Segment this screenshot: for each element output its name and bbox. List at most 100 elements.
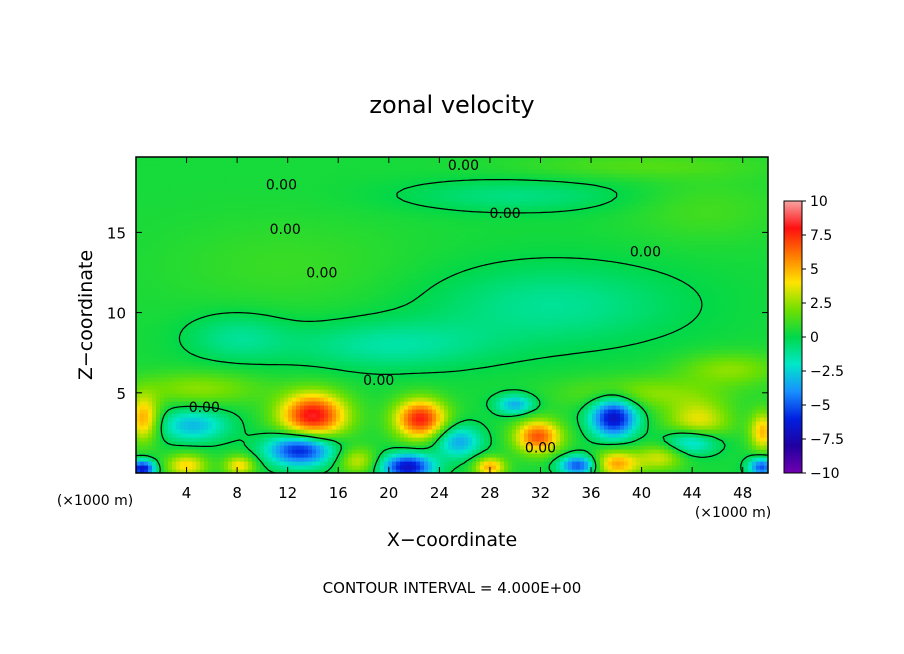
field-cell: [288, 425, 293, 430]
field-cell: [296, 437, 301, 442]
field-cell: [232, 449, 237, 454]
field-cell: [176, 381, 181, 386]
field-cell: [324, 465, 329, 470]
field-cell: [180, 433, 185, 438]
field-cell: [408, 365, 413, 370]
field-cell: [188, 461, 193, 466]
field-cell: [380, 417, 385, 422]
field-cell: [744, 437, 749, 442]
field-cell: [516, 389, 521, 394]
field-cell: [636, 405, 641, 410]
field-cell: [504, 433, 509, 438]
field-cell: [144, 413, 149, 418]
field-cell: [476, 465, 481, 470]
field-cell: [652, 365, 657, 370]
field-cell: [700, 425, 705, 430]
field-cell: [356, 361, 361, 366]
field-cell: [248, 429, 253, 434]
field-cell: [728, 357, 733, 362]
field-cell: [560, 397, 565, 402]
field-cell: [316, 417, 321, 422]
field-cell: [352, 425, 357, 430]
field-cell: [600, 441, 605, 446]
field-cell: [712, 433, 717, 438]
field-cell: [388, 429, 393, 434]
field-cell: [464, 401, 469, 406]
field-cell: [364, 373, 369, 378]
field-cell: [156, 421, 161, 426]
field-cell: [512, 397, 517, 402]
field-cell: [704, 417, 709, 422]
field-cell: [384, 469, 389, 473]
field-cell: [632, 449, 637, 454]
field-cell: [592, 385, 597, 390]
field-cell: [752, 413, 757, 418]
field-cell: [688, 369, 693, 374]
field-cell: [484, 377, 489, 382]
field-cell: [264, 417, 269, 422]
field-cell: [240, 457, 245, 462]
field-cell: [580, 377, 585, 382]
field-cell: [252, 433, 257, 438]
field-cell: [764, 445, 768, 450]
field-cell: [256, 357, 261, 362]
field-cell: [196, 441, 201, 446]
field-cell: [300, 465, 305, 470]
field-cell: [336, 353, 341, 358]
field-cell: [448, 393, 453, 398]
field-cell: [400, 385, 405, 390]
field-cell: [708, 413, 713, 418]
field-cell: [472, 441, 477, 446]
field-cell: [204, 373, 209, 378]
field-cell: [376, 417, 381, 422]
field-cell: [416, 405, 421, 410]
field-cell: [572, 357, 577, 362]
field-cell: [484, 429, 489, 434]
field-cell: [332, 353, 337, 358]
field-cell: [160, 389, 165, 394]
field-cell: [620, 429, 625, 434]
field-cell: [500, 449, 505, 454]
field-cell: [168, 381, 173, 386]
field-cell: [744, 361, 749, 366]
field-cell: [604, 445, 609, 450]
field-cell: [712, 397, 717, 402]
field-cell: [356, 389, 361, 394]
field-cell: [656, 373, 661, 378]
field-cell: [320, 413, 325, 418]
field-cell: [172, 425, 177, 430]
field-cell: [148, 393, 153, 398]
field-cell: [764, 429, 768, 434]
field-cell: [684, 381, 689, 386]
field-cell: [476, 417, 481, 422]
field-cell: [148, 441, 153, 446]
field-cell: [292, 405, 297, 410]
field-cell: [644, 377, 649, 382]
field-cell: [448, 353, 453, 358]
field-cell: [224, 409, 229, 414]
field-cell: [552, 357, 557, 362]
field-cell: [296, 449, 301, 454]
field-cell: [620, 433, 625, 438]
field-cell: [520, 465, 525, 470]
field-cell: [160, 413, 165, 418]
field-cell: [572, 377, 577, 382]
field-cell: [752, 469, 757, 473]
field-cell: [448, 433, 453, 438]
field-cell: [592, 373, 597, 378]
field-cell: [568, 353, 573, 358]
field-cell: [172, 393, 177, 398]
field-cell: [464, 469, 469, 473]
field-cell: [492, 373, 497, 378]
field-cell: [620, 405, 625, 410]
field-cell: [296, 349, 301, 354]
field-cell: [732, 381, 737, 386]
field-cell: [700, 381, 705, 386]
field-cell: [332, 345, 337, 350]
field-cell: [500, 385, 505, 390]
field-cell: [372, 357, 377, 362]
field-cell: [320, 369, 325, 374]
field-cell: [656, 425, 661, 430]
field-cell: [684, 437, 689, 442]
field-cell: [456, 377, 461, 382]
